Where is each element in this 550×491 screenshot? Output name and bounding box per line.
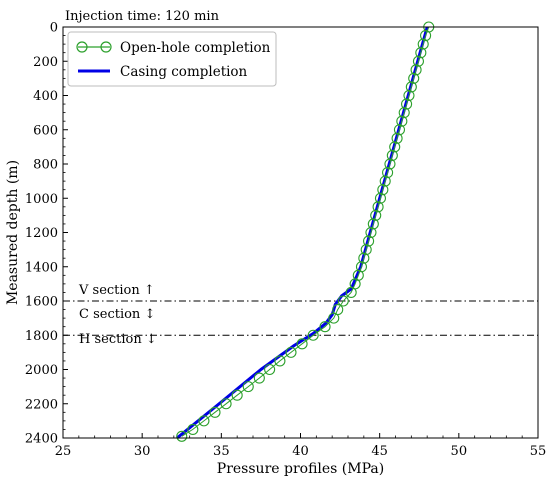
- y-tick-label: 1800: [25, 329, 58, 344]
- y-tick-label: 2000: [25, 363, 58, 378]
- section-labels: V section ↑ C section ↕ H section ↓: [78, 283, 157, 347]
- series-casing-completion: [176, 26, 429, 440]
- y-tick-label: 0: [50, 21, 58, 36]
- y-tick-label: 400: [33, 89, 58, 104]
- y-axis-label: Measured depth (m): [5, 160, 21, 305]
- open-hole-marker: [420, 30, 432, 42]
- open-hole-marker: [242, 381, 254, 393]
- legend-label-casing: Casing completion: [120, 64, 248, 80]
- x-tick-label: 40: [292, 444, 309, 459]
- open-hole-marker: [176, 430, 188, 442]
- open-hole-marker: [360, 244, 372, 256]
- open-hole-marker: [384, 158, 396, 170]
- open-hole-marker: [386, 149, 398, 161]
- open-hole-marker: [345, 286, 357, 298]
- open-hole-marker: [274, 355, 286, 367]
- open-hole-marker: [374, 192, 387, 204]
- y-tick-label: 2200: [25, 397, 58, 412]
- open-hole-marker: [403, 89, 415, 102]
- x-tick-label: 25: [55, 444, 72, 459]
- y-tick-label: 800: [33, 158, 58, 173]
- open-hole-marker: [296, 338, 308, 350]
- section-label: V section ↑: [78, 283, 155, 298]
- open-hole-marker: [264, 363, 276, 376]
- x-axis-label: Pressure profiles (MPa): [217, 461, 384, 477]
- legend: Open-hole completion Casing completion: [67, 31, 277, 87]
- section-label: C section ↕: [79, 307, 155, 322]
- open-hole-marker: [396, 115, 408, 127]
- plot-frame: [62, 26, 539, 439]
- open-hole-marker: [319, 321, 331, 333]
- open-hole-marker: [231, 389, 243, 401]
- open-hole-marker: [367, 218, 379, 230]
- open-hole-marker: [393, 124, 406, 136]
- open-hole-marker: [337, 295, 349, 307]
- open-hole-marker: [379, 175, 391, 187]
- series-open-hole-completion: [176, 21, 435, 442]
- y-tick-label: 600: [33, 123, 58, 138]
- y-tick-label: 2400: [25, 432, 58, 447]
- y-tick-label: 200: [33, 55, 58, 70]
- open-hole-marker: [405, 81, 417, 93]
- open-hole-marker: [401, 98, 413, 110]
- open-hole-marker: [328, 312, 340, 324]
- x-tick-label: 50: [451, 444, 468, 459]
- open-hole-marker: [358, 252, 370, 264]
- open-hole-marker: [377, 184, 389, 196]
- open-hole-line: [181, 26, 430, 437]
- open-hole-marker: [253, 372, 265, 384]
- legend-item-casing: Casing completion: [78, 64, 248, 80]
- y-axis: 0 200 400 600 800 1000 1200 1400 1600 1800 2000 220…: [25, 21, 68, 447]
- y-tick-label: 1000: [25, 192, 58, 207]
- x-tick-label: 45: [371, 444, 388, 459]
- open-hole-marker: [220, 398, 232, 410]
- section-label: H section ↓: [79, 332, 157, 347]
- open-hole-marker: [398, 107, 410, 119]
- open-hole-marker: [363, 235, 375, 247]
- reference-lines: [63, 300, 538, 336]
- open-hole-marker: [415, 47, 427, 59]
- y-tick-label: 1600: [25, 295, 58, 310]
- open-hole-marker: [285, 346, 297, 358]
- open-hole-marker: [187, 423, 199, 435]
- x-axis: 25 30 35 40 45 50 55: [55, 433, 547, 459]
- injection-time-label: Injection time: 120 min: [65, 9, 220, 24]
- legend-marker-open-hole: [76, 41, 88, 53]
- open-hole-marker: [410, 64, 422, 76]
- open-hole-marker: [372, 201, 384, 213]
- open-hole-marker: [198, 415, 210, 427]
- legend-item-open-hole: Open-hole completion: [76, 40, 271, 56]
- open-hole-marker: [370, 209, 382, 221]
- legend-marker-open-hole: [100, 41, 112, 53]
- legend-label-open-hole: Open-hole completion: [120, 40, 271, 56]
- x-tick-label: 55: [530, 444, 547, 459]
- y-tick-label: 1200: [25, 226, 58, 241]
- casing-line: [176, 26, 429, 440]
- open-hole-marker: [382, 167, 394, 179]
- open-hole-marker: [389, 141, 401, 153]
- x-tick-label: 30: [134, 444, 151, 459]
- open-hole-marker: [307, 329, 319, 341]
- y-tick-label: 1400: [25, 260, 58, 275]
- legend-box: [67, 31, 277, 87]
- x-tick-label: 35: [213, 444, 230, 459]
- open-hole-marker: [365, 226, 377, 239]
- open-hole-marker: [412, 55, 425, 67]
- open-hole-marker: [408, 72, 420, 84]
- open-hole-marker: [417, 38, 429, 50]
- open-hole-marker: [391, 132, 403, 144]
- open-hole-marker: [209, 406, 221, 418]
